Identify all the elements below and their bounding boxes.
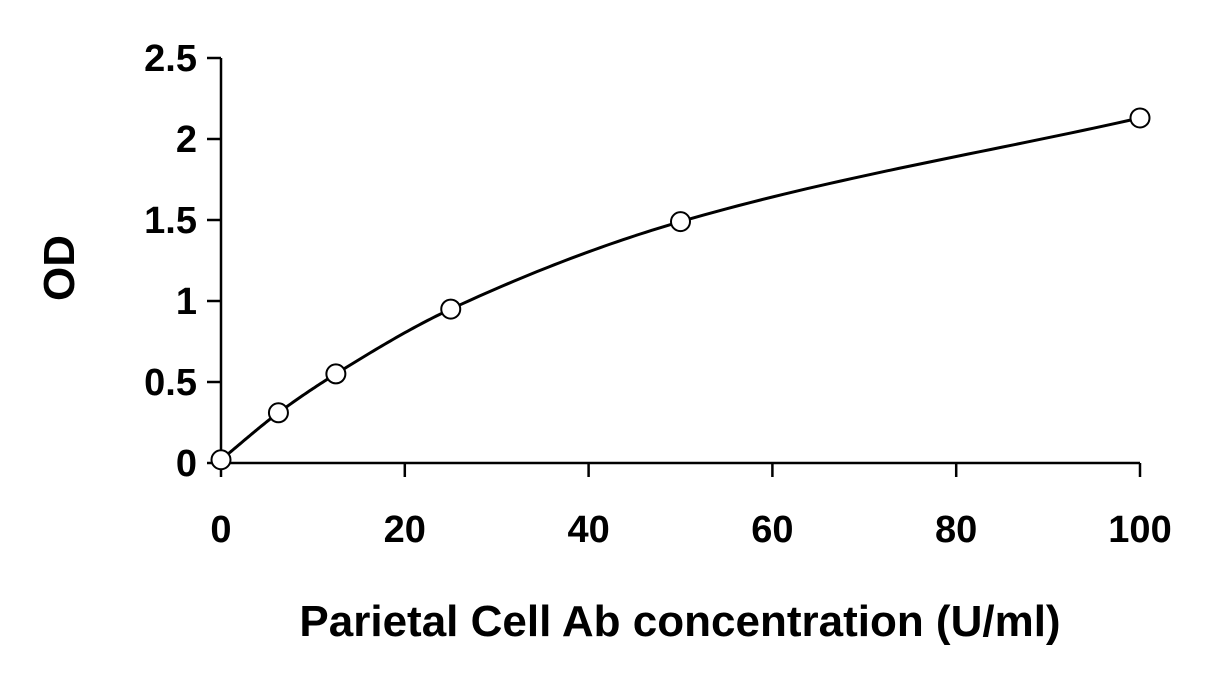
data-point bbox=[440, 298, 462, 320]
y-tick-label: 1.5 bbox=[144, 200, 197, 242]
data-point bbox=[267, 402, 289, 424]
data-point bbox=[210, 449, 232, 471]
x-tick-label: 60 bbox=[751, 509, 793, 551]
axes bbox=[219, 58, 1140, 465]
x-tick-label: 0 bbox=[210, 509, 231, 551]
data-point bbox=[670, 211, 691, 233]
data-point bbox=[1129, 107, 1151, 129]
data-point bbox=[325, 363, 347, 385]
y-tick-label: 0.5 bbox=[144, 362, 197, 404]
x-tick-label: 80 bbox=[935, 509, 977, 551]
x-axis-title: Parietal Cell Ab concentration (U/ml) bbox=[299, 597, 1060, 646]
data-points bbox=[210, 107, 1151, 471]
y-axis-title: OD bbox=[35, 235, 84, 301]
x-tick-label: 20 bbox=[384, 509, 426, 551]
ticks: 0 0.5 1 1.5 2 2.5 0 20 40 60 80 100 bbox=[144, 38, 1172, 551]
y-tick-label: 1 bbox=[176, 281, 197, 323]
x-tick-label: 100 bbox=[1108, 509, 1171, 551]
x-tick-label: 40 bbox=[567, 509, 609, 551]
y-tick-label: 2.5 bbox=[144, 38, 197, 80]
fit-curve bbox=[220, 116, 1141, 461]
y-tick-label: 0 bbox=[176, 443, 197, 485]
y-tick-label: 2 bbox=[176, 119, 197, 161]
fit-curve-layer bbox=[220, 116, 1141, 461]
